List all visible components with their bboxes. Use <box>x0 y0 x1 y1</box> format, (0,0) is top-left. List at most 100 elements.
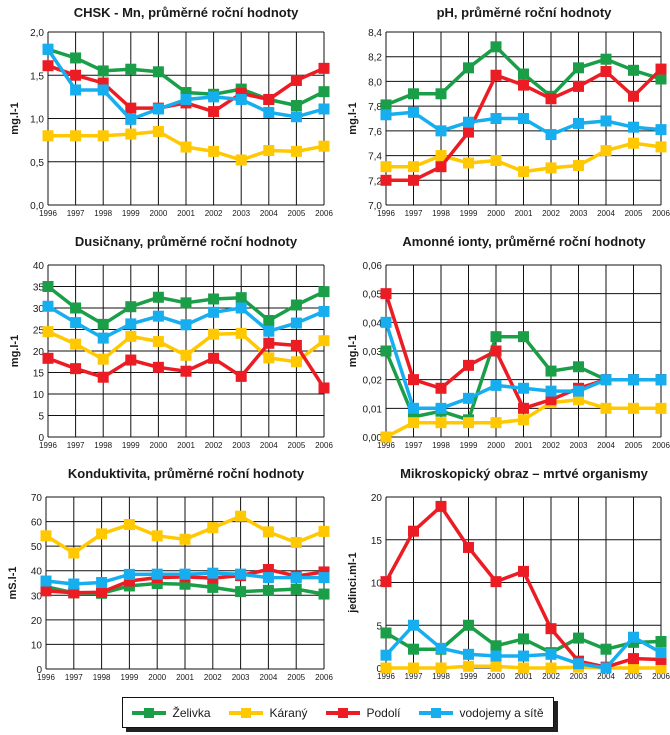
x-tick-label: 2001 <box>515 441 533 450</box>
x-tick-label: 1996 <box>377 672 395 681</box>
y-axis-label: mg.l-1 <box>347 102 359 134</box>
data-point-marker <box>70 84 82 96</box>
x-tick-label: 1998 <box>432 441 450 450</box>
data-point-marker <box>490 417 502 429</box>
x-tick-label: 1998 <box>432 209 450 218</box>
data-point-marker <box>380 109 392 121</box>
x-tick-label: 2001 <box>177 441 195 450</box>
x-tick-label: 1999 <box>460 441 478 450</box>
data-point-marker <box>408 643 419 655</box>
data-point-marker <box>573 632 584 644</box>
y-tick-label: 0,5 <box>30 158 44 169</box>
chart-title: Dusičnany, průměrné roční hodnoty <box>75 234 298 249</box>
data-point-marker <box>628 653 639 665</box>
y-axis-label: jedinci.ml-1 <box>347 552 359 614</box>
data-point-marker <box>628 402 639 414</box>
data-point-marker <box>408 417 419 429</box>
x-tick-label: 2002 <box>204 673 222 682</box>
data-point-marker <box>152 336 164 348</box>
x-tick-label: 2004 <box>260 441 278 450</box>
data-point-marker <box>463 359 474 371</box>
y-tick-label: 60 <box>31 518 43 529</box>
x-tick-label: 2003 <box>570 209 588 218</box>
data-point-marker <box>42 43 54 55</box>
data-point-marker <box>125 301 137 313</box>
data-point-marker <box>490 155 502 167</box>
y-tick-label: 7,2 <box>368 176 382 187</box>
data-point-marker <box>40 585 52 597</box>
data-point-marker <box>290 339 302 351</box>
y-tick-label: 0,05 <box>363 290 383 301</box>
x-tick-label: 1999 <box>460 672 478 681</box>
data-point-marker <box>518 382 529 394</box>
data-point-marker <box>42 352 54 364</box>
x-tick-label: 1999 <box>121 673 139 682</box>
data-point-marker <box>573 658 584 670</box>
data-point-marker <box>518 68 529 80</box>
data-point-marker <box>628 90 639 102</box>
data-point-marker <box>40 530 52 542</box>
data-point-marker <box>628 121 639 133</box>
data-point-marker <box>97 130 109 142</box>
x-tick-label: 2005 <box>288 209 306 218</box>
data-point-marker <box>70 338 82 350</box>
data-point-marker <box>235 510 247 522</box>
data-point-marker <box>380 161 392 173</box>
data-point-marker <box>518 79 529 91</box>
data-point-marker <box>380 576 392 588</box>
data-point-marker <box>655 73 667 85</box>
x-tick-label: 1996 <box>377 209 395 218</box>
legend-swatch-karany <box>229 707 264 718</box>
x-tick-label: 2001 <box>515 672 533 681</box>
data-point-marker <box>435 402 447 414</box>
x-tick-label: 2004 <box>597 672 615 681</box>
x-tick-label: 1996 <box>39 209 57 218</box>
data-point-marker <box>655 124 667 136</box>
data-point-marker <box>290 356 302 368</box>
data-point-marker <box>435 642 447 654</box>
x-tick-label: 1999 <box>460 209 478 218</box>
data-point-marker <box>68 547 80 559</box>
data-point-marker <box>518 166 529 178</box>
y-axis-label: mg.l-1 <box>9 335 21 367</box>
data-point-marker <box>573 385 584 397</box>
data-point-marker <box>180 87 192 99</box>
data-point-marker <box>318 305 330 317</box>
data-point-marker <box>70 302 82 314</box>
chart-title: Konduktivita, průměrné roční hodnoty <box>68 466 305 481</box>
data-point-marker <box>318 62 330 74</box>
x-tick-label: 2001 <box>177 209 195 218</box>
data-point-marker <box>152 361 164 373</box>
legend-label: Káraný <box>269 705 308 720</box>
data-point-marker <box>380 649 392 661</box>
data-point-marker <box>290 74 302 86</box>
chart-title: Mikroskopický obraz – mrtvé organismy <box>400 466 649 481</box>
y-tick-label: 0,01 <box>363 404 383 415</box>
data-point-marker <box>490 660 502 672</box>
y-tick-label: 15 <box>33 369 45 380</box>
data-point-marker <box>600 643 612 655</box>
data-point-marker <box>208 106 220 118</box>
data-point-marker <box>208 306 220 318</box>
data-point-marker <box>318 588 330 600</box>
data-point-marker <box>408 88 419 100</box>
data-point-marker <box>573 80 584 92</box>
data-point-marker <box>207 581 219 593</box>
data-point-marker <box>70 52 82 64</box>
data-point-marker <box>490 379 502 391</box>
data-point-marker <box>518 565 529 577</box>
y-tick-label: 20 <box>33 347 45 358</box>
data-point-marker <box>408 411 419 423</box>
data-point-marker <box>545 394 557 406</box>
x-tick-label: 2000 <box>148 673 166 682</box>
data-point-marker <box>97 371 109 383</box>
data-point-marker <box>518 414 529 426</box>
data-point-marker <box>290 145 302 157</box>
data-point-marker <box>68 578 80 590</box>
data-point-marker <box>380 288 392 300</box>
data-point-marker <box>435 161 447 173</box>
data-point-marker <box>318 382 330 394</box>
data-point-marker <box>263 93 275 105</box>
data-point-marker <box>179 578 191 590</box>
data-point-marker <box>318 86 330 98</box>
